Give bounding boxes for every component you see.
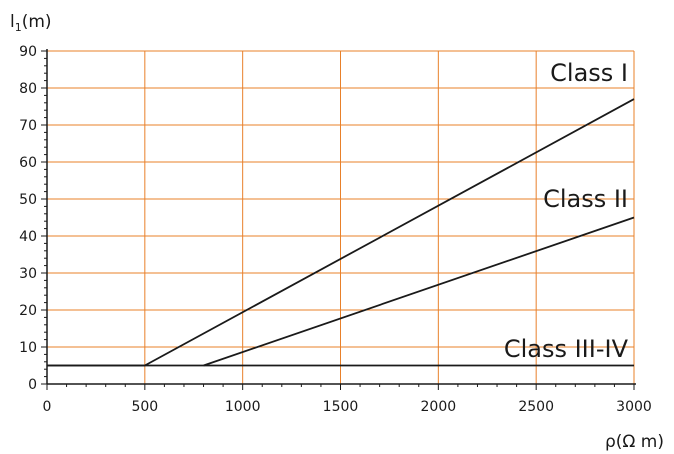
series-label-class-ii: Class II [543,185,628,213]
y-tick-label-60: 60 [19,155,37,171]
x-tick-label-2500: 2500 [518,399,554,415]
y-tick-label-40: 40 [19,229,37,245]
x-tick-label-1000: 1000 [225,399,261,415]
axes [41,49,636,390]
x-tick-label-2000: 2000 [421,399,457,415]
labels: 0 10 20 30 40 50 60 70 80 90 0 500 1000 1500 2000 2500 3… [10,12,664,452]
y-tick-label-70: 70 [19,118,37,134]
x-tick-label-500: 500 [131,399,158,415]
y-tick-label-50: 50 [19,192,37,208]
y-tick-label-0: 0 [28,377,37,393]
x-axis-title: ρ(Ω m) [605,432,664,452]
y-axis-title-main: l [10,12,15,32]
x-tick-label-0: 0 [43,399,52,415]
y-axis-title: l1(m) [10,12,52,34]
y-tick-label-90: 90 [19,44,37,60]
x-tick-label-3000: 3000 [616,399,652,415]
y-axis-title-suffix: (m) [22,12,52,32]
series-label-class-iii-iv: Class III-IV [504,335,629,363]
grid-lines [47,50,635,384]
y-tick-label-80: 80 [19,81,37,97]
y-tick-label-30: 30 [19,266,37,282]
y-tick-label-10: 10 [19,340,37,356]
series-lines [47,98,635,367]
y-axis-title-subscript: 1 [15,21,22,34]
series-label-class-i: Class I [550,59,628,87]
y-tick-label-20: 20 [19,303,37,319]
series-line-class-ii [203,216,635,367]
x-tick-label-1500: 1500 [323,399,359,415]
